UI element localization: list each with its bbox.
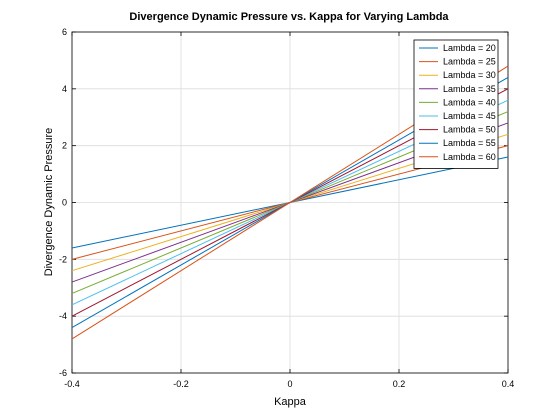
y-tick-label: 2 [62,141,67,151]
legend-entry-label: Lambda = 25 [443,57,496,67]
ticks: -0.4 -0.2 0 0.2 0.4 -6 -4 -2 0 2 4 6 [59,27,514,389]
x-tick-label: 0 [287,379,292,389]
legend-entry-label: Lambda = 40 [443,97,496,107]
legend-entry-label: Lambda = 20 [443,43,496,53]
x-tick-label: -0.2 [173,379,189,389]
y-tick-label: 4 [62,84,67,94]
legend: Lambda = 20 Lambda = 25 Lambda = 30 Lambda … [413,39,499,169]
legend-entry-label: Lambda = 55 [443,138,496,148]
y-tick-label: 6 [62,27,67,37]
legend-entry-label: Lambda = 45 [443,111,496,121]
y-tick-label: -4 [59,311,67,321]
x-tick-label: 0.4 [502,379,515,389]
legend-entry-label: Lambda = 30 [443,70,496,80]
legend-entry-label: Lambda = 35 [443,84,496,94]
y-tick-label: 0 [62,198,67,208]
x-tick-label: 0.2 [393,379,406,389]
y-tick-label: -6 [59,368,67,378]
x-tick-label: -0.4 [64,379,80,389]
y-axis-label: Divergence Dynamic Pressure [43,128,55,277]
legend-entry-label: Lambda = 50 [443,125,496,135]
chart-title: Divergence Dynamic Pressure vs. Kappa fo… [129,11,449,23]
y-tick-label: -2 [59,254,67,264]
x-axis-label: Kappa [274,396,307,408]
legend-entry-label: Lambda = 60 [443,152,496,162]
